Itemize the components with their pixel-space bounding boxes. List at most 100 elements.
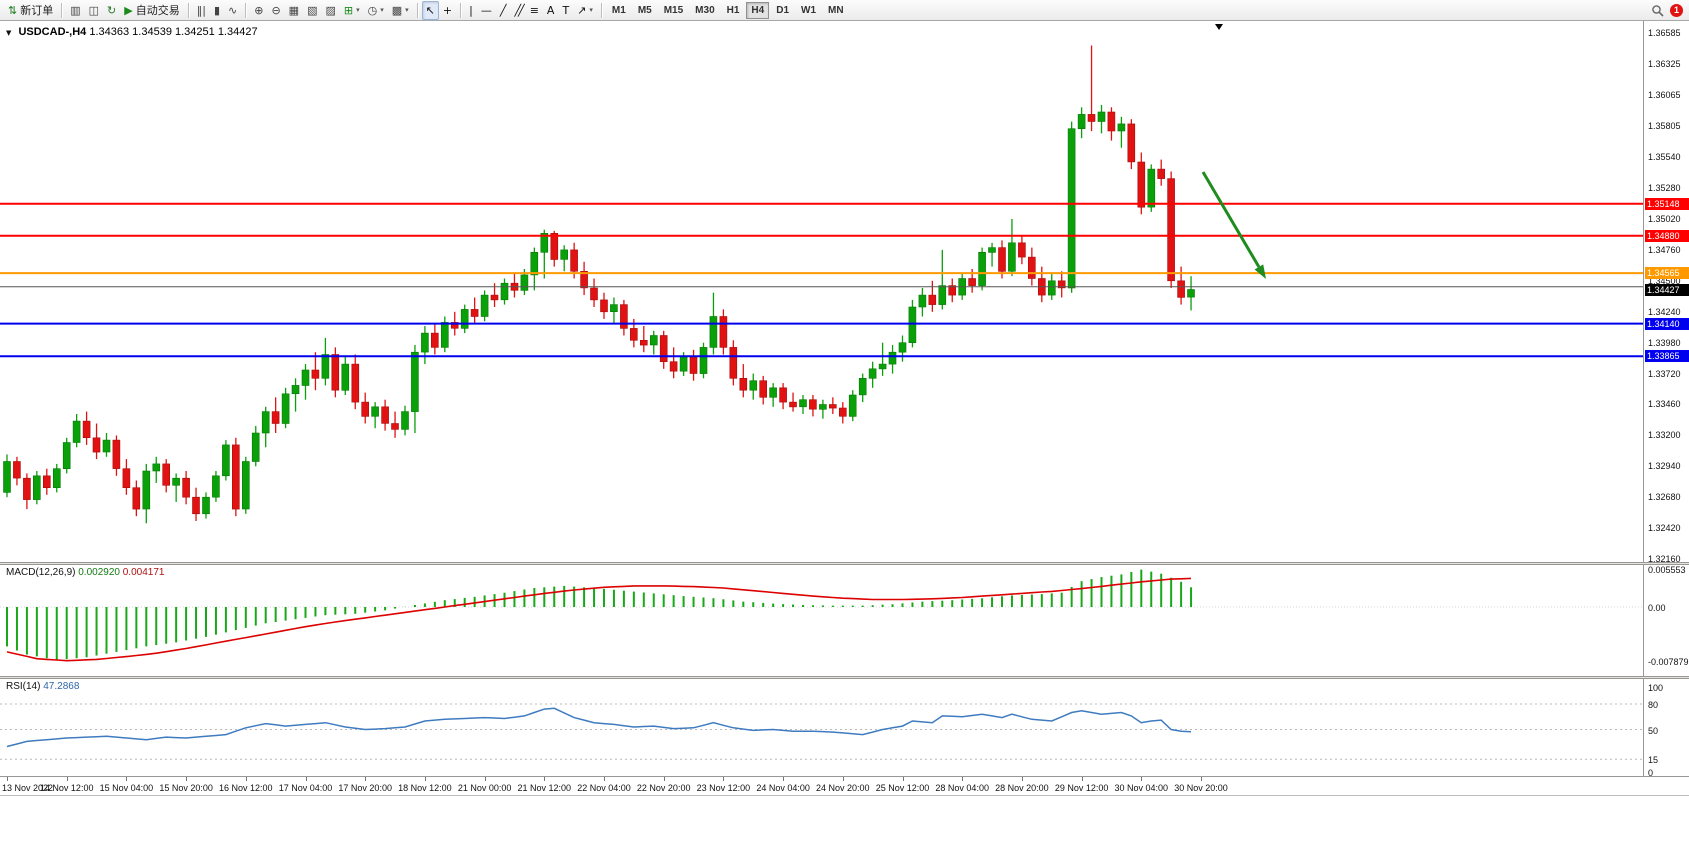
timeframe-w1-button[interactable]: W1 <box>801 4 817 16</box>
timeframe-h4-button[interactable]: H4 <box>746 1 770 19</box>
rsi-title: RSI(14) <box>6 681 41 692</box>
line-chart-button[interactable]: ∿ <box>224 1 241 20</box>
crosshair-button[interactable]: + <box>439 1 456 20</box>
rsi-scale-label: 50 <box>1648 725 1659 736</box>
hline-price-tag: 1.35148 <box>1645 197 1689 210</box>
equidistant-channel-button[interactable]: ╱╱ <box>510 1 525 20</box>
fibonacci-button[interactable]: ≡ <box>526 1 543 20</box>
autotrading-button[interactable]: ▶ 自动交易 <box>120 1 183 20</box>
time-axis-label: 24 Nov 20:00 <box>816 783 870 793</box>
macd-label: MACD(12,26,9) 0.002920 0.004171 <box>6 567 164 578</box>
notification-badge[interactable]: 1 <box>1670 3 1683 17</box>
price-scale-label: 1.34760 <box>1648 244 1681 255</box>
price-scale-label: 1.34500 <box>1648 275 1681 286</box>
templates-icon: ▩ <box>391 3 403 17</box>
timeframe-m5-button[interactable]: M5 <box>637 4 652 16</box>
cascade-windows-button[interactable]: ▧ <box>303 1 321 20</box>
market-watch-button[interactable]: ▥ <box>66 1 84 20</box>
time-axis-label: 23 Nov 12:00 <box>696 783 751 793</box>
time-axis-tick <box>544 777 546 781</box>
candlestick-chart-icon: ▮ <box>213 3 220 17</box>
arrow-annotation-head[interactable] <box>1254 264 1266 279</box>
text-button[interactable]: A <box>543 1 559 20</box>
time-axis-label: 28 Nov 20:00 <box>995 783 1049 793</box>
time-axis-label: 30 Nov 04:00 <box>1114 783 1169 793</box>
new-order-button[interactable]: ⇅ 新订单 <box>4 1 57 20</box>
timeframe-m30-button[interactable]: M30 <box>695 4 715 16</box>
rsi-line <box>6 707 1192 748</box>
time-axis-label: 16 Nov 12:00 <box>219 783 273 793</box>
toolbar-group: ⇅ 新订单 <box>4 0 57 21</box>
price-scale-label: 1.36065 <box>1648 89 1681 100</box>
arrows-button[interactable]: ↗ ▾ <box>573 1 597 20</box>
arrows-icon: ↗ <box>577 3 587 17</box>
toolbar-separator <box>416 2 418 18</box>
current-price-tag: 1.34427 <box>1645 283 1689 296</box>
chart-shift-marker[interactable] <box>1215 24 1223 30</box>
cascade-windows-icon: ▧ <box>307 3 318 17</box>
autotrade-icon: ▶ <box>124 3 133 17</box>
macd-title: MACD(12,26,9) <box>6 567 76 578</box>
timeframe-m1-button[interactable]: M1 <box>611 4 626 16</box>
bar-chart-button[interactable]: ‖| <box>193 1 210 20</box>
zoom-in-button[interactable]: ⊕ <box>250 1 267 20</box>
zoom-out-button[interactable]: ⊖ <box>267 1 284 20</box>
pane-splitter[interactable] <box>0 676 1689 679</box>
rsi-scale-label: 100 <box>1648 683 1664 693</box>
price-chart-pane[interactable] <box>0 21 1643 562</box>
hline-price-tag: 1.34880 <box>1645 229 1689 242</box>
text-label-button[interactable]: T <box>558 1 573 20</box>
vertical-line-button[interactable]: | <box>465 1 477 20</box>
time-axis-tick <box>66 777 68 781</box>
zoom-out-icon: ⊖ <box>271 3 281 17</box>
time-axis-label: 24 Nov 04:00 <box>756 783 810 793</box>
macd-signal-line <box>6 577 1192 662</box>
time-axis-tick <box>186 777 188 781</box>
navigator-button[interactable]: ↻ <box>103 1 120 20</box>
timeframe-h1-button[interactable]: H1 <box>726 4 740 16</box>
price-scale-label: 1.32420 <box>1648 523 1681 534</box>
time-axis-tick <box>1201 777 1202 781</box>
chevron-down-icon: ▾ <box>405 6 409 14</box>
time-axis-label: 30 Nov 20:00 <box>1174 783 1228 793</box>
time-axis-label: 22 Nov 04:00 <box>577 783 631 793</box>
market-watch-icon: ▥ <box>70 3 81 17</box>
one-click-trading-toggle-icon[interactable]: ▼ <box>6 29 12 37</box>
time-axis-tick <box>305 777 307 781</box>
chart-title: ▼ USDCAD-,H4 1.34363 1.34539 1.34251 1.3… <box>6 26 258 38</box>
data-window-button[interactable]: ◫ <box>85 1 103 20</box>
price-scale-label: 1.32160 <box>1648 554 1681 564</box>
timeframe-mn-button[interactable]: MN <box>828 4 844 16</box>
rsi-scale-label: 15 <box>1648 755 1659 766</box>
trendline-button[interactable]: ╱ <box>496 1 511 20</box>
templates-button[interactable]: ▩ ▾ <box>388 1 413 20</box>
arrange-windows-button[interactable]: ▨ <box>321 1 339 20</box>
macd-scale-label: -0.007879 <box>1648 656 1689 667</box>
cursor-button[interactable]: ↖ <box>421 0 439 20</box>
time-axis[interactable]: 13 Nov 2022 14 Nov 12:00 15 Nov 04:00 15 No… <box>0 776 1689 796</box>
search-icon[interactable] <box>1651 4 1664 17</box>
pane-splitter[interactable] <box>0 562 1689 565</box>
rsi-indicator-pane[interactable] <box>0 679 1643 776</box>
price-axis[interactable]: 1.36585 1.36325 1.36065 1.35805 1.35540 1.352… <box>1643 21 1689 796</box>
toolbar-group: | — ╱ ╱╱ ≡ A T ↗ ▾ <box>465 0 597 21</box>
price-scale-label: 1.35805 <box>1648 120 1681 131</box>
candles <box>3 45 1195 524</box>
tile-windows-button[interactable]: ▦ <box>285 1 303 20</box>
macd-indicator-pane[interactable] <box>0 565 1643 676</box>
macd-scale-label: 0.005553 <box>1648 565 1686 576</box>
time-axis-tick <box>7 777 8 781</box>
macd-histogram <box>6 569 1193 660</box>
arrow-annotation-line[interactable] <box>1201 171 1261 268</box>
timeframe-d1-button[interactable]: D1 <box>776 4 790 16</box>
hline-price-tag: 1.33865 <box>1645 350 1689 363</box>
timeframe-m15-button[interactable]: M15 <box>663 4 684 16</box>
indicators-button[interactable]: ⊞ ▾ <box>340 1 364 20</box>
toolbar-separator <box>61 2 63 18</box>
main-toolbar: ⇅ 新订单 ▥ ◫ ↻ ▶ 自动交易 ‖| ▮ ∿ ⊕ ⊖ ▦ ▧ ▨ ⊞ ▾ ◷ ▾ ▩ ▾ ↖ + | — ╱ ╱╱ ≡ A T ↗ ▾ M… <box>0 0 1689 21</box>
bar-chart-icon: ‖| <box>196 3 206 17</box>
periods-button[interactable]: ◷ ▾ <box>364 1 388 20</box>
time-axis-label: 14 Nov 12:00 <box>39 783 94 793</box>
horizontal-line-button[interactable]: — <box>477 1 496 20</box>
candlestick-chart-button[interactable]: ▮ <box>210 1 224 20</box>
